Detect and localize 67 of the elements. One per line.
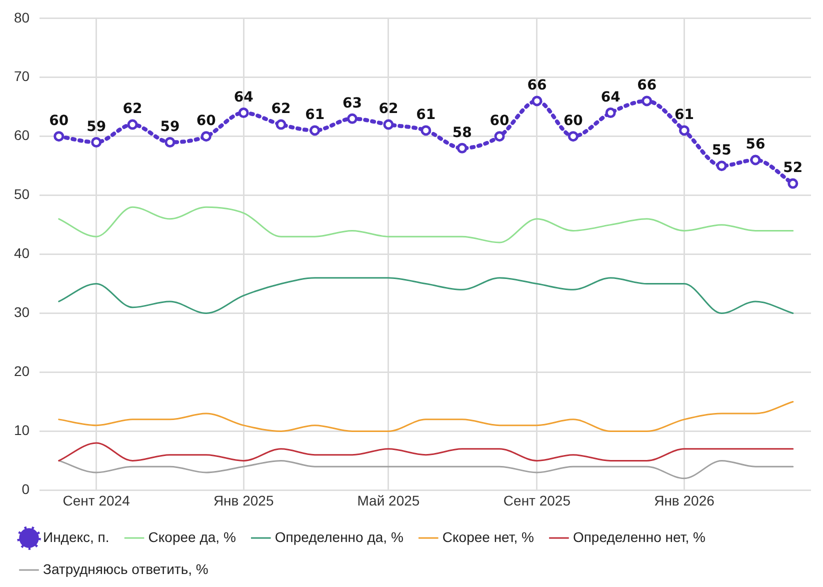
line-series [58,400,794,432]
point [383,119,394,130]
line-series [58,206,794,244]
legend-label: Определенно нет, % [572,528,706,545]
point [420,125,432,136]
y-tick-label: 10 [14,422,30,438]
data-label: 58 [452,124,472,141]
y-tick-label: 50 [14,186,30,202]
data-label: 61 [416,107,436,124]
y-tick-label: 20 [14,363,30,380]
data-label: 62 [122,101,142,118]
point [310,125,320,136]
data-label: 60 [196,112,216,129]
line-series [58,460,794,480]
point [568,131,578,142]
data-label: 63 [342,95,362,112]
legend-label: Индекс, п. [43,528,110,545]
y-tick-label: 30 [14,304,30,320]
y-tick-label: 40 [14,245,30,262]
legend-label: Затрудняюсь ответить, % [43,560,208,577]
legend-label: Скорее да, % [148,528,236,545]
x-tick-label: Сент 2025 [503,492,571,508]
point [200,131,212,142]
y-tick-label: 60 [14,127,30,144]
point [750,154,761,166]
data-label: 61 [305,107,325,124]
data-label: 62 [271,101,291,118]
data-label: 56 [746,136,766,153]
data-label: 64 [234,89,254,106]
point [456,142,468,154]
point [238,108,249,118]
legend-label: Скорее нет, % [442,528,534,545]
x-tick-label: Янв 2026 [654,492,715,508]
data-label: 60 [49,112,69,129]
point [91,137,102,148]
y-tick-label: 0 [22,481,30,498]
data-label: 62 [378,101,398,118]
point [532,96,542,106]
data-label: 66 [637,78,657,94]
point [54,131,64,142]
x-tick-label: Май 2025 [357,492,420,508]
line-series [58,277,794,314]
point [347,113,358,124]
data-label: 59 [160,118,180,135]
point [127,119,138,130]
data-label: 61 [674,107,694,124]
point [276,119,286,130]
point [642,96,652,106]
point [494,131,505,142]
legend-label: Определенно да, % [274,528,404,545]
data-label: 64 [600,89,621,106]
data-label: 59 [86,118,106,135]
x-tick-label: Сент 2024 [62,492,130,508]
y-tick-label: 80 [14,9,30,26]
point [678,125,690,136]
data-label: 60 [490,112,510,129]
point [716,160,727,172]
data-label: 60 [563,112,584,129]
line-series [58,442,794,462]
x-tick-label: Янв 2025 [213,492,274,508]
point [788,178,798,189]
point [605,108,616,118]
data-label: 66 [527,78,547,94]
data-label: 55 [712,142,732,158]
y-tick-label: 70 [14,68,30,84]
point [164,137,176,148]
data-label: 52 [783,160,803,176]
